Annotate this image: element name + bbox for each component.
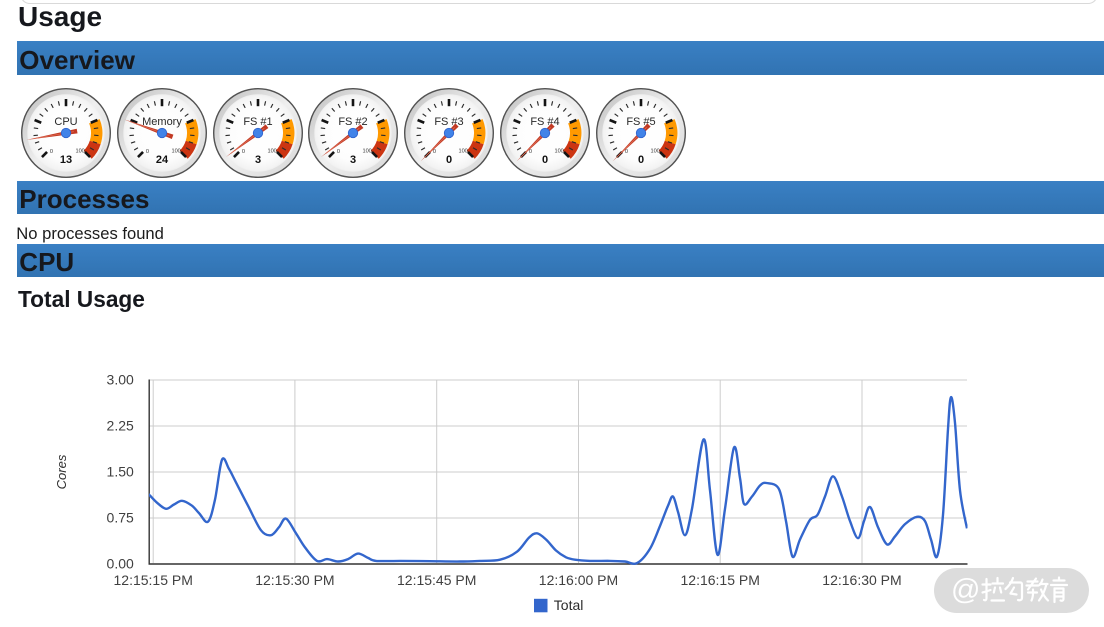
svg-text:Memory: Memory — [142, 116, 182, 128]
svg-text:0: 0 — [638, 154, 644, 166]
svg-text:0: 0 — [241, 149, 244, 155]
svg-text:Cores: Cores — [54, 454, 69, 489]
svg-text:13: 13 — [60, 154, 72, 166]
svg-text:100: 100 — [459, 149, 468, 155]
svg-text:2.25: 2.25 — [107, 418, 134, 434]
svg-text:12:15:45 PM: 12:15:45 PM — [397, 572, 476, 588]
svg-text:0: 0 — [624, 149, 627, 155]
svg-text:3.00: 3.00 — [107, 372, 134, 388]
svg-text:100: 100 — [554, 149, 563, 155]
svg-text:100: 100 — [650, 149, 659, 155]
svg-text:0: 0 — [446, 154, 452, 166]
svg-text:0: 0 — [529, 149, 532, 155]
svg-text:FS #5: FS #5 — [626, 116, 655, 128]
svg-text:0: 0 — [433, 149, 436, 155]
svg-text:1.50: 1.50 — [107, 464, 134, 480]
svg-text:CPU: CPU — [54, 116, 77, 128]
svg-text:FS #1: FS #1 — [243, 116, 272, 128]
svg-text:0.00: 0.00 — [107, 556, 134, 572]
svg-text:FS #3: FS #3 — [434, 116, 463, 128]
svg-text:3: 3 — [255, 154, 261, 166]
svg-text:12:15:30 PM: 12:15:30 PM — [255, 572, 334, 588]
svg-text:100: 100 — [363, 149, 372, 155]
svg-text:3: 3 — [350, 154, 356, 166]
svg-text:12:16:15 PM: 12:16:15 PM — [681, 572, 760, 588]
svg-text:0.75: 0.75 — [107, 510, 134, 526]
svg-text:12:15:15 PM: 12:15:15 PM — [114, 572, 193, 588]
svg-text:12:16:00 PM: 12:16:00 PM — [539, 572, 618, 588]
svg-text:0: 0 — [542, 154, 548, 166]
svg-text:100: 100 — [76, 149, 85, 155]
svg-text:FS #4: FS #4 — [530, 116, 559, 128]
svg-text:100: 100 — [267, 149, 276, 155]
svg-text:FS #2: FS #2 — [339, 116, 368, 128]
svg-text:0: 0 — [146, 149, 149, 155]
svg-text:0: 0 — [337, 149, 340, 155]
svg-text:0: 0 — [50, 149, 53, 155]
svg-text:100: 100 — [171, 149, 180, 155]
svg-text:12:16:30 PM: 12:16:30 PM — [822, 572, 901, 588]
svg-text:24: 24 — [156, 154, 169, 166]
svg-text:Total: Total — [554, 597, 584, 613]
